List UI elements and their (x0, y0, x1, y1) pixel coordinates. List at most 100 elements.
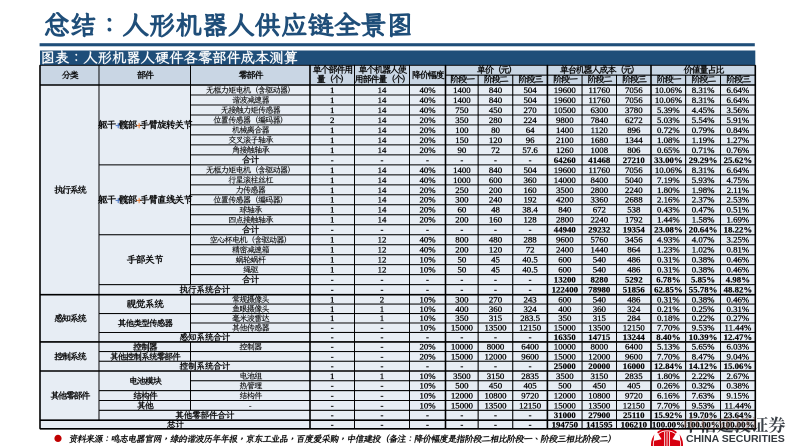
svg-text:50: 50 (458, 255, 467, 265)
svg-text:-: - (494, 275, 497, 285)
svg-text:31000: 31000 (554, 410, 577, 420)
svg-text:9800: 9800 (556, 115, 574, 125)
svg-text:-: - (331, 275, 334, 285)
svg-text:2.11%: 2.11% (727, 185, 750, 195)
svg-text:5.54%: 5.54% (692, 115, 715, 125)
svg-text:122400: 122400 (552, 285, 579, 295)
svg-text:1008: 1008 (591, 145, 609, 155)
svg-text:20%: 20% (419, 342, 436, 352)
svg-text:19.70%: 19.70% (689, 410, 718, 420)
svg-text:1.27%: 1.27% (727, 135, 750, 145)
svg-text:2.53%: 2.53% (727, 195, 750, 205)
svg-text:-: - (494, 361, 497, 371)
svg-text:9600: 9600 (556, 235, 574, 245)
svg-text:20000: 20000 (588, 361, 611, 371)
svg-text:0.71%: 0.71% (692, 145, 715, 155)
svg-text:1: 1 (330, 135, 334, 145)
svg-text:-: - (426, 410, 429, 420)
svg-text:10%: 10% (419, 304, 436, 314)
svg-text:9.15%: 9.15% (727, 391, 750, 401)
svg-text:7.70%: 7.70% (657, 400, 680, 410)
svg-text:10%: 10% (419, 400, 436, 410)
svg-text:160: 160 (489, 215, 503, 225)
svg-text:6400: 6400 (625, 342, 643, 352)
svg-text:1: 1 (330, 313, 334, 323)
svg-text:2: 2 (330, 115, 334, 125)
svg-text:10%: 10% (419, 371, 436, 381)
svg-text:25000: 25000 (554, 361, 577, 371)
svg-text:2.37%: 2.37% (692, 195, 715, 205)
svg-text:840: 840 (489, 95, 503, 105)
svg-text:8.47%: 8.47% (692, 351, 715, 361)
svg-text:-: - (331, 332, 334, 342)
svg-text:0.43%: 0.43% (657, 205, 680, 215)
svg-text:1: 1 (330, 265, 334, 275)
svg-text:40%: 40% (419, 95, 436, 105)
svg-text:8280: 8280 (591, 275, 609, 285)
svg-text:40%: 40% (419, 175, 436, 185)
svg-text:8000: 8000 (591, 342, 609, 352)
svg-text:-: - (331, 351, 334, 361)
svg-text:20.64%: 20.64% (689, 225, 718, 235)
svg-text:12000: 12000 (451, 391, 474, 401)
svg-text:360: 360 (593, 304, 607, 314)
svg-text:-: - (381, 419, 384, 429)
svg-text:-: - (426, 225, 429, 235)
svg-text:-: - (529, 332, 532, 342)
svg-text:-: - (331, 225, 334, 235)
svg-text:1: 1 (330, 165, 334, 175)
svg-text:2400: 2400 (556, 245, 574, 255)
svg-text:14: 14 (378, 205, 387, 215)
svg-text:350: 350 (455, 313, 469, 323)
svg-text:6300: 6300 (591, 105, 609, 115)
svg-text:600: 600 (558, 265, 572, 275)
svg-text:4.93%: 4.93% (657, 235, 680, 245)
svg-text:-: - (331, 391, 334, 401)
svg-text:1: 1 (330, 125, 334, 135)
svg-text:7840: 7840 (591, 115, 609, 125)
svg-text:0.81%: 0.81% (727, 245, 750, 255)
svg-text:1: 1 (330, 235, 334, 245)
svg-text:4200: 4200 (556, 195, 574, 205)
svg-text:-: - (529, 285, 532, 295)
svg-text:4.98%: 4.98% (726, 275, 750, 285)
svg-text:8.31%: 8.31% (692, 85, 715, 95)
svg-text:0.47%: 0.47% (692, 205, 715, 215)
svg-text:14715: 14715 (588, 332, 611, 342)
svg-text:1: 1 (330, 185, 334, 195)
svg-text:8000: 8000 (487, 342, 505, 352)
svg-text:7.70%: 7.70% (657, 351, 680, 361)
svg-text:100.00%: 100.00% (652, 419, 685, 429)
svg-text:2835: 2835 (521, 371, 539, 381)
svg-text:315: 315 (593, 313, 607, 323)
svg-text:12: 12 (378, 235, 387, 245)
svg-text:-: - (426, 285, 429, 295)
svg-text:250: 250 (455, 185, 469, 195)
svg-text:-: - (529, 361, 532, 371)
svg-text:5.39%: 5.39% (657, 105, 680, 115)
svg-text:1680: 1680 (591, 135, 609, 145)
svg-text:-: - (426, 332, 429, 342)
svg-text:540: 540 (593, 265, 607, 275)
svg-text:1: 1 (330, 105, 334, 115)
svg-text:72: 72 (526, 245, 535, 255)
svg-text:50: 50 (458, 265, 467, 275)
svg-text:14: 14 (378, 95, 387, 105)
svg-text:90: 90 (458, 145, 467, 155)
svg-text:486: 486 (627, 255, 641, 265)
svg-text:5.91%: 5.91% (727, 115, 750, 125)
svg-text:0.72%: 0.72% (657, 125, 680, 135)
svg-text:45: 45 (491, 255, 500, 265)
svg-text:864: 864 (627, 245, 641, 255)
svg-text:-: - (529, 225, 532, 235)
svg-text:0.18%: 0.18% (657, 313, 680, 323)
svg-text:-: - (381, 400, 384, 410)
svg-text:8400: 8400 (591, 175, 609, 185)
svg-text:2800: 2800 (556, 215, 574, 225)
svg-text:-: - (529, 410, 532, 420)
svg-text:14000: 14000 (554, 175, 577, 185)
svg-text:600: 600 (558, 255, 572, 265)
svg-text:19600: 19600 (554, 85, 577, 95)
svg-text:1.08%: 1.08% (657, 135, 680, 145)
svg-text:5.93%: 5.93% (692, 175, 715, 185)
